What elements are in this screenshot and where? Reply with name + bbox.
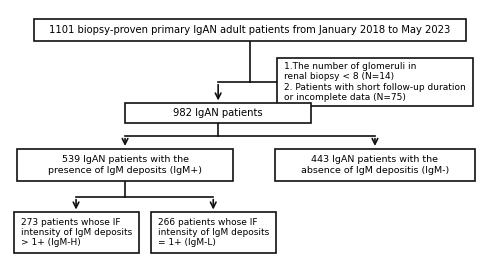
Text: 982 IgAN patients: 982 IgAN patients bbox=[174, 108, 263, 118]
Text: 443 IgAN patients with the
absence of IgM depositis (IgM-): 443 IgAN patients with the absence of Ig… bbox=[301, 155, 449, 175]
Text: 266 patients whose IF
intensity of IgM deposits
= 1+ (IgM-L): 266 patients whose IF intensity of IgM d… bbox=[158, 218, 270, 248]
FancyBboxPatch shape bbox=[277, 58, 473, 106]
FancyBboxPatch shape bbox=[125, 103, 311, 123]
Text: 1.The number of glomeruli in
renal biopsy < 8 (N=14)
2. Patients with short foll: 1.The number of glomeruli in renal biops… bbox=[284, 62, 466, 102]
FancyBboxPatch shape bbox=[151, 212, 276, 253]
FancyBboxPatch shape bbox=[274, 149, 475, 181]
FancyBboxPatch shape bbox=[17, 149, 233, 181]
Text: 1101 biopsy-proven primary IgAN adult patients from January 2018 to May 2023: 1101 biopsy-proven primary IgAN adult pa… bbox=[50, 25, 450, 35]
Text: 273 patients whose IF
intensity of IgM deposits
> 1+ (IgM-H): 273 patients whose IF intensity of IgM d… bbox=[21, 218, 132, 248]
Text: 539 IgAN patients with the
presence of IgM deposits (IgM+): 539 IgAN patients with the presence of I… bbox=[48, 155, 202, 175]
FancyBboxPatch shape bbox=[34, 19, 466, 41]
FancyBboxPatch shape bbox=[14, 212, 138, 253]
